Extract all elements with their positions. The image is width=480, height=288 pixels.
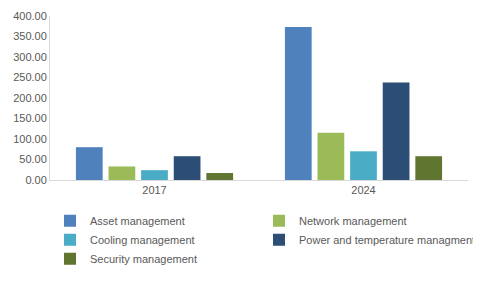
svg-text:200.00: 200.00 xyxy=(13,92,47,104)
svg-text:250.00: 250.00 xyxy=(13,71,47,83)
svg-text:150.00: 150.00 xyxy=(13,112,47,124)
svg-text:300.00: 300.00 xyxy=(13,51,47,63)
svg-text:Security management: Security management xyxy=(90,253,197,265)
svg-text:2024: 2024 xyxy=(351,184,375,196)
svg-text:Cooling management: Cooling management xyxy=(90,234,195,246)
svg-text:400.00: 400.00 xyxy=(13,10,47,22)
svg-text:Power and temperature managmen: Power and temperature managment xyxy=(299,234,473,246)
svg-text:100.00: 100.00 xyxy=(13,133,47,145)
svg-text:Asset management: Asset management xyxy=(90,215,185,227)
svg-text:2017: 2017 xyxy=(142,184,166,196)
svg-text:0.00: 0.00 xyxy=(25,174,46,186)
svg-text:Network management: Network management xyxy=(299,215,407,227)
svg-text:50.00: 50.00 xyxy=(19,153,47,165)
svg-text:350.00: 350.00 xyxy=(13,30,47,42)
